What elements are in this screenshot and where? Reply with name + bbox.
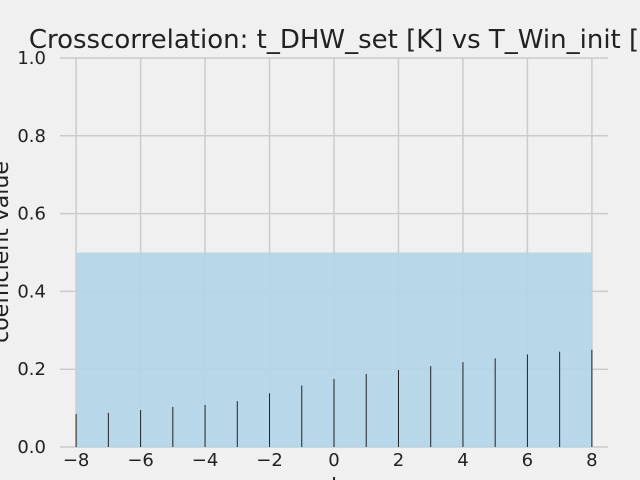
x-tick-label: −4 [192, 450, 219, 471]
x-tick-label: −8 [63, 450, 90, 471]
y-tick-labels: 0.0 0.2 0.4 0.6 0.8 1.0 [17, 48, 46, 458]
y-tick-label: 0.2 [17, 359, 46, 380]
y-tick-label: 0.8 [17, 126, 46, 147]
x-tick-label: 2 [393, 450, 404, 471]
x-tick-label: 6 [522, 450, 533, 471]
y-tick-label: 0.6 [17, 204, 46, 225]
y-tick-label: 1.0 [17, 48, 46, 69]
x-tick-label: −6 [127, 450, 154, 471]
x-tick-label: 4 [457, 450, 468, 471]
y-tick-label: 0.4 [17, 281, 46, 302]
y-tick-label: 0.0 [17, 437, 46, 458]
chart-title: Crosscorrelation: t_DHW_set [K] vs T_Win… [29, 25, 639, 55]
x-tick-labels: −8 −6 −4 −2 0 2 4 6 8 [63, 450, 598, 471]
x-tick-label: 8 [586, 450, 597, 471]
bar-series [75, 349, 593, 447]
x-axis-label: l [331, 475, 337, 480]
y-axis-label: coefficient value [0, 161, 14, 343]
x-tick-label: −2 [256, 450, 283, 471]
x-tick-label: 0 [328, 450, 339, 471]
